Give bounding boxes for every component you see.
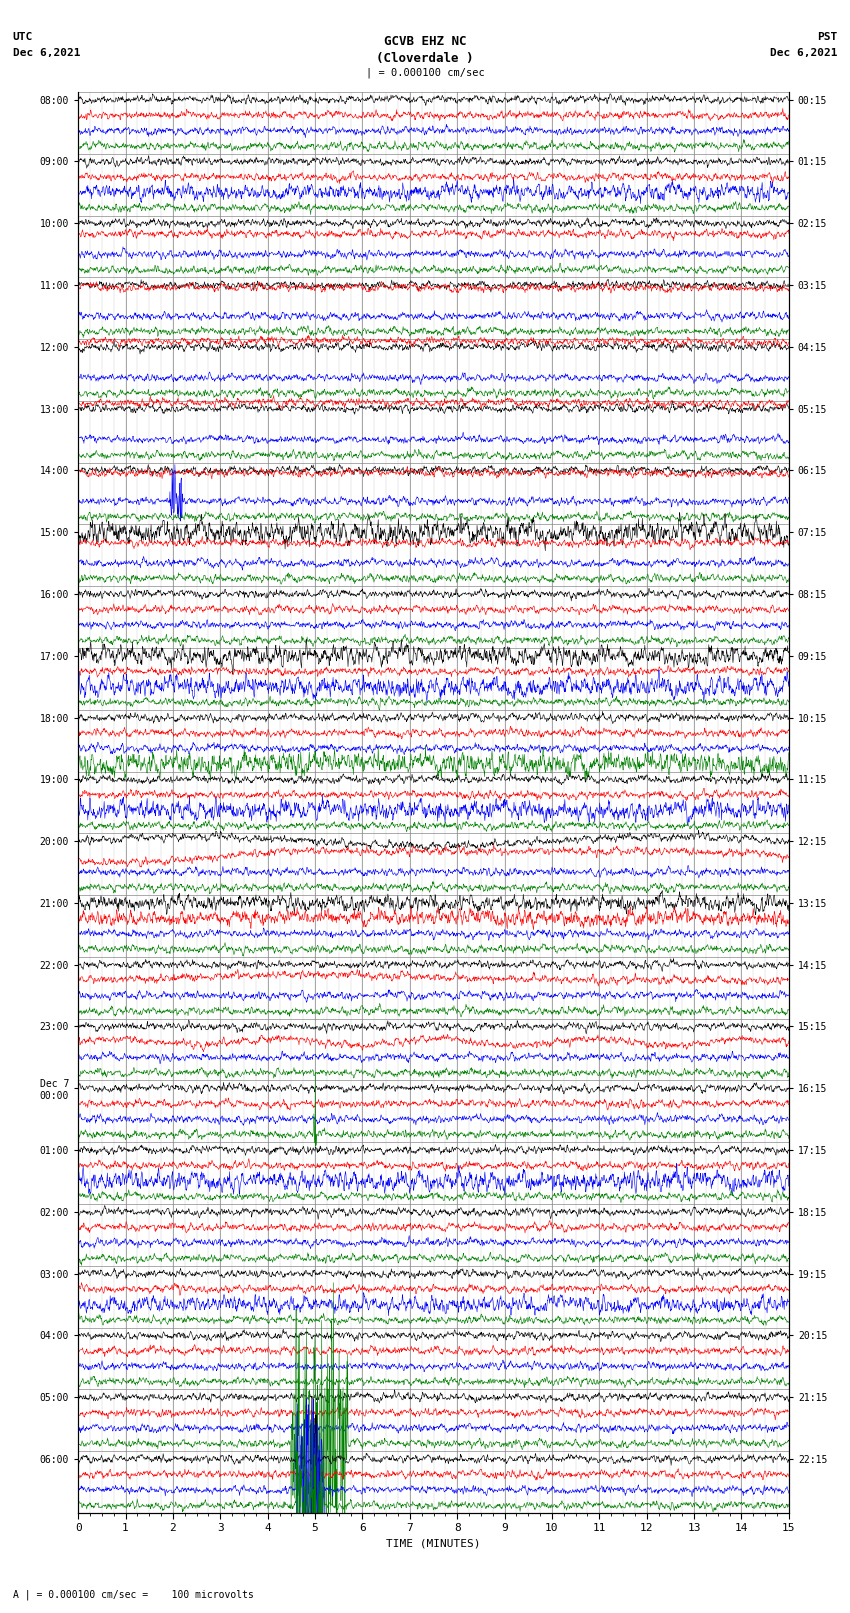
Text: Dec 6,2021: Dec 6,2021	[770, 48, 837, 58]
Text: | = 0.000100 cm/sec: | = 0.000100 cm/sec	[366, 68, 484, 79]
Text: UTC: UTC	[13, 32, 33, 42]
Text: A | = 0.000100 cm/sec =    100 microvolts: A | = 0.000100 cm/sec = 100 microvolts	[13, 1589, 253, 1600]
Text: Dec 6,2021: Dec 6,2021	[13, 48, 80, 58]
X-axis label: TIME (MINUTES): TIME (MINUTES)	[386, 1539, 481, 1548]
Text: GCVB EHZ NC: GCVB EHZ NC	[383, 35, 467, 48]
Text: PST: PST	[817, 32, 837, 42]
Text: (Cloverdale ): (Cloverdale )	[377, 52, 473, 65]
